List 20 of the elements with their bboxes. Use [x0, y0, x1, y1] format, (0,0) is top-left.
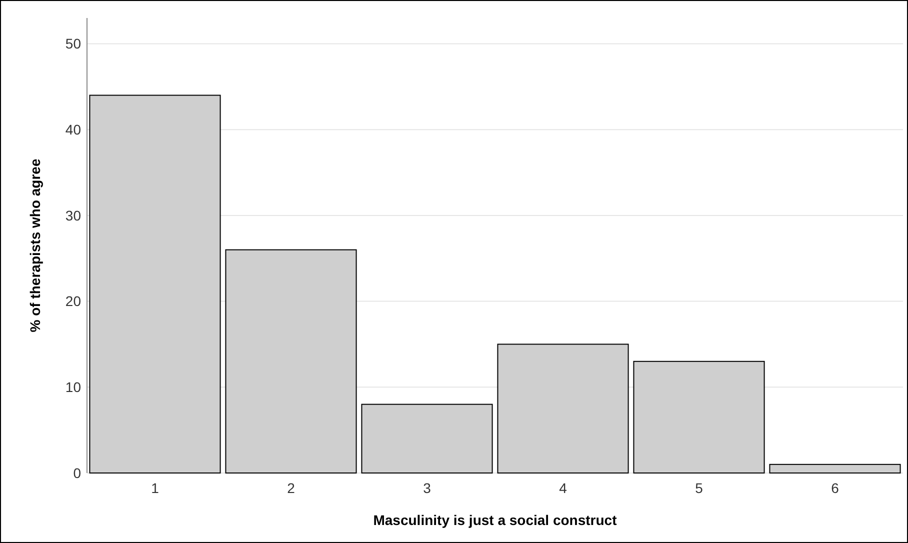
bar [497, 344, 629, 474]
y-tick-label: 30 [65, 207, 82, 224]
y-tick-label: 20 [65, 293, 82, 310]
bar [225, 249, 357, 474]
bar [633, 360, 765, 474]
bar [769, 464, 901, 474]
y-tick-label: 40 [65, 122, 82, 138]
bar [89, 94, 221, 474]
x-tick-label: 3 [423, 480, 432, 496]
x-tick-label: 2 [287, 480, 296, 496]
y-tick-label: 0 [73, 464, 82, 481]
x-tick-label: 6 [831, 480, 840, 496]
y-tick-label: 50 [65, 36, 82, 52]
x-tick-label: 5 [695, 480, 704, 496]
x-tick-label: 1 [151, 480, 160, 496]
x-axis-title: Masculinity is just a social construct [373, 512, 618, 528]
bar [361, 404, 493, 474]
y-axis-title: % of therapists who agree [27, 158, 43, 332]
x-tick-label: 4 [559, 480, 568, 496]
y-tick-label: 10 [65, 379, 82, 396]
